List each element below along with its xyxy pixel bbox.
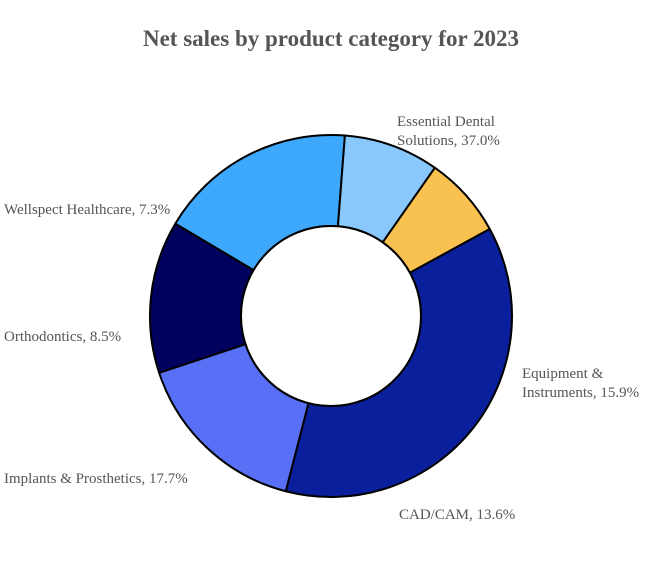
label-line: Essential Dental [397,114,495,130]
label-line: Equipment & [522,366,604,382]
label-line: CAD/CAM, 13.6% [399,507,515,523]
label-wellspect-healthcare: Wellspect Healthcare, 7.3% [4,202,170,218]
donut-hole [240,225,422,407]
label-line: Instruments, 15.9% [522,385,639,401]
label-line: Orthodontics, 8.5% [4,329,121,345]
label-orthodontics: Orthodontics, 8.5% [4,329,121,345]
label-line: Implants & Prosthetics, 17.7% [4,471,188,487]
label-equipment-instruments: Equipment & Instruments, 15.9% [522,366,639,401]
label-line: Wellspect Healthcare, 7.3% [4,202,170,218]
chart-title: Net sales by product category for 2023 [142,26,520,51]
label-line: Solutions, 37.0% [397,133,500,149]
label-essential-dental-solutions: Essential Dental Solutions, 37.0% [397,114,500,149]
label-cad-cam: CAD/CAM, 13.6% [399,507,515,523]
label-implants-prosthetics: Implants & Prosthetics, 17.7% [4,471,188,487]
